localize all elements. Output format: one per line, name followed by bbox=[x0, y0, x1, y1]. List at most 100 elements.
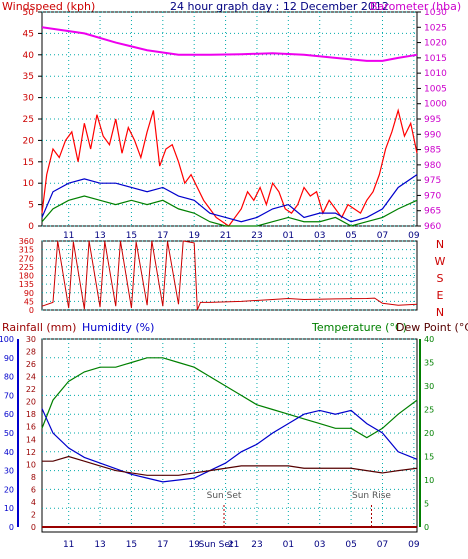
humidity-tick-label: 60 bbox=[4, 410, 14, 419]
y2-tick-label: 1005 bbox=[424, 84, 447, 94]
humidity-tick-label: 70 bbox=[4, 391, 14, 400]
y-tick-label: 40 bbox=[23, 51, 35, 61]
y2-tick-label: 995 bbox=[424, 115, 441, 125]
x-tick-label: 11 bbox=[63, 540, 74, 550]
temp-tick-label: 0 bbox=[424, 523, 429, 532]
sunrise-label: Sun Rise bbox=[352, 491, 391, 501]
x-tick-label: 01 bbox=[283, 540, 294, 550]
dir-tick-label: 270 bbox=[19, 254, 34, 263]
dir-tick-label: 315 bbox=[19, 246, 34, 255]
x-tick-label: Sun Set bbox=[199, 540, 234, 550]
compass-label: E bbox=[437, 289, 444, 302]
y2-tick-label: 965 bbox=[424, 207, 441, 217]
direction-line bbox=[41, 240, 418, 311]
rain-tick-label: 16 bbox=[26, 423, 36, 432]
x-tick-label: 15 bbox=[126, 231, 137, 241]
x-tick-label: 13 bbox=[94, 540, 105, 550]
rain-tick-label: 30 bbox=[26, 335, 36, 344]
temp-tick-label: 25 bbox=[424, 406, 434, 415]
dir-tick-label: 135 bbox=[19, 280, 34, 289]
x-tick-label: 09 bbox=[408, 540, 420, 550]
humidity-tick-label: 30 bbox=[4, 467, 14, 476]
windspeed-axis-label: Windspeed (kph) bbox=[2, 0, 95, 13]
y-tick-label: 0 bbox=[28, 222, 34, 232]
dir-tick-label: 90 bbox=[24, 289, 34, 298]
x-tick-label: 01 bbox=[283, 231, 294, 241]
rain-tick-label: 20 bbox=[26, 398, 36, 407]
wind_green-line bbox=[41, 195, 418, 227]
y-tick-label: 35 bbox=[23, 72, 34, 82]
y-tick-label: 25 bbox=[23, 115, 34, 125]
y2-tick-label: 1010 bbox=[424, 69, 447, 79]
sunset-label: Sun Set bbox=[207, 491, 242, 501]
y2-tick-label: 975 bbox=[424, 176, 441, 186]
dewpoint-axis-label: Dew Point (°C) bbox=[396, 321, 468, 334]
x-tick-label: 05 bbox=[345, 231, 356, 241]
x-tick-label: 21 bbox=[220, 231, 231, 241]
humidity-tick-label: 90 bbox=[4, 354, 14, 363]
x-tick-label: 13 bbox=[94, 231, 105, 241]
y2-tick-label: 1015 bbox=[424, 54, 447, 64]
humidity-tick-label: 50 bbox=[4, 429, 14, 438]
rainfall-axis-label: Rainfall (mm) bbox=[2, 321, 76, 334]
rain-tick-label: 24 bbox=[26, 373, 36, 382]
y2-tick-label: 990 bbox=[424, 130, 441, 140]
compass-label: N bbox=[436, 306, 444, 319]
y2-tick-label: 1030 bbox=[424, 8, 447, 18]
dir-tick-label: 180 bbox=[19, 272, 34, 281]
y-tick-label: 20 bbox=[23, 136, 35, 146]
y2-tick-label: 985 bbox=[424, 146, 441, 156]
temp-tick-label: 10 bbox=[424, 476, 434, 485]
humidity-tick-label: 10 bbox=[4, 504, 14, 513]
dir-tick-label: 0 bbox=[29, 306, 34, 315]
rain-tick-label: 18 bbox=[26, 410, 36, 419]
y-tick-label: 15 bbox=[23, 158, 34, 168]
temp-tick-label: 40 bbox=[424, 335, 434, 344]
dewpoint-line bbox=[42, 455, 418, 476]
rain-tick-label: 22 bbox=[26, 385, 36, 394]
compass-label: N bbox=[436, 238, 444, 251]
x-tick-label: 19 bbox=[188, 540, 200, 550]
barometer-axis-label: Barometer (hba) bbox=[370, 0, 461, 13]
y-tick-label: 50 bbox=[23, 8, 35, 18]
x-tick-label: 19 bbox=[188, 231, 200, 241]
x-tick-label: 07 bbox=[377, 540, 388, 550]
rain-tick-label: 14 bbox=[26, 435, 36, 444]
y2-tick-label: 1000 bbox=[424, 100, 447, 110]
rain-tick-label: 28 bbox=[26, 348, 36, 357]
rain-tick-label: 12 bbox=[26, 448, 36, 457]
x-tick-label: 21 bbox=[228, 540, 239, 550]
x-tick-label: 03 bbox=[314, 540, 325, 550]
x-tick-label: 05 bbox=[345, 540, 356, 550]
humidity-tick-label: 40 bbox=[4, 448, 14, 457]
x-tick-label: 15 bbox=[126, 540, 137, 550]
x-tick-label: 09 bbox=[408, 231, 420, 241]
rain-tick-label: 8 bbox=[31, 473, 36, 482]
rain-tick-label: 4 bbox=[31, 498, 36, 507]
barometer-line bbox=[41, 26, 418, 62]
x-tick-label: 11 bbox=[63, 231, 74, 241]
y-tick-label: 30 bbox=[23, 94, 35, 104]
rain-tick-label: 6 bbox=[31, 485, 36, 494]
x-tick-label: 03 bbox=[314, 231, 325, 241]
temp-tick-label: 30 bbox=[424, 382, 434, 391]
rain-tick-label: 0 bbox=[31, 523, 36, 532]
y-tick-label: 10 bbox=[23, 179, 35, 189]
temp-tick-label: 15 bbox=[424, 453, 434, 462]
x-tick-label: 17 bbox=[157, 231, 168, 241]
y2-tick-label: 960 bbox=[424, 222, 441, 232]
y-tick-label: 45 bbox=[23, 29, 34, 39]
humidity-tick-label: 80 bbox=[4, 373, 14, 382]
x-tick-label: 07 bbox=[377, 231, 388, 241]
dir-tick-label: 45 bbox=[24, 297, 34, 306]
dir-tick-label: 225 bbox=[19, 263, 34, 272]
rain-tick-label: 2 bbox=[31, 510, 36, 519]
humidity-tick-label: 20 bbox=[4, 485, 14, 494]
humidity-tick-label: 100 bbox=[0, 335, 14, 344]
humidity-line bbox=[41, 408, 418, 483]
x-tick-label: 23 bbox=[251, 540, 262, 550]
humidity-axis-label: Humidity (%) bbox=[82, 321, 154, 334]
y2-tick-label: 970 bbox=[424, 191, 441, 201]
